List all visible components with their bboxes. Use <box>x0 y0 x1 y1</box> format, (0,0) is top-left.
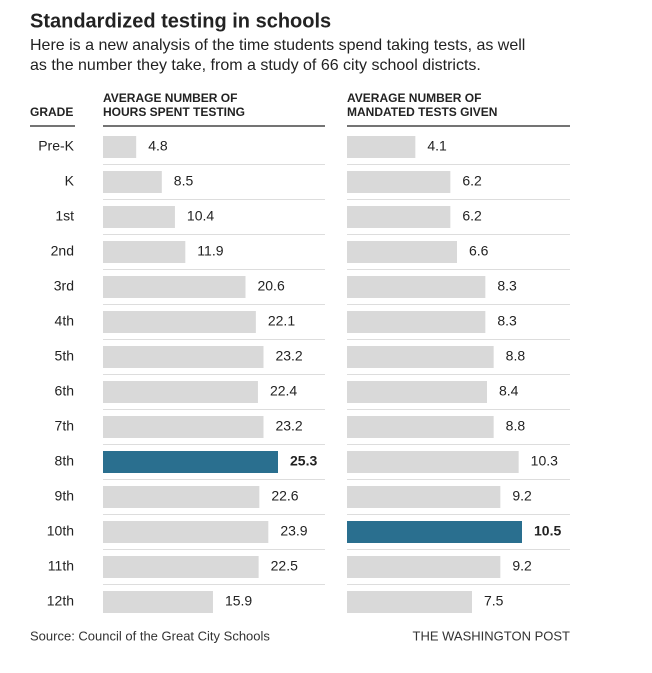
category-label: K <box>65 173 75 189</box>
category-label: 4th <box>55 313 74 329</box>
bar <box>103 591 213 613</box>
value-label: 15.9 <box>225 593 252 609</box>
bar <box>347 451 519 473</box>
bar <box>347 416 494 438</box>
bar <box>103 346 264 368</box>
credit: THE WASHINGTON POST <box>413 628 571 643</box>
bar <box>103 381 258 403</box>
category-label: 6th <box>55 383 74 399</box>
value-label: 8.3 <box>497 313 517 329</box>
value-label: 9.2 <box>512 558 532 574</box>
value-label: 8.4 <box>499 383 519 399</box>
category-label: 7th <box>55 418 74 434</box>
bar <box>103 556 259 578</box>
bar <box>103 311 256 333</box>
value-label: 22.4 <box>270 383 297 399</box>
category-label: 3rd <box>54 278 74 294</box>
source: Source: Council of the Great City School… <box>30 628 270 643</box>
value-label: 8.8 <box>506 418 526 434</box>
chart-title: Standardized testing in schools <box>30 10 331 32</box>
panel-header: AVERAGE NUMBER OF <box>347 91 481 105</box>
bar <box>103 416 264 438</box>
bar <box>103 241 186 263</box>
category-label: Pre-K <box>38 138 74 154</box>
value-label: 20.6 <box>257 278 284 294</box>
category-label: 11th <box>48 558 74 574</box>
bar <box>347 486 501 508</box>
value-label: 6.2 <box>462 208 482 224</box>
bar <box>347 136 416 158</box>
value-label: 8.5 <box>174 173 194 189</box>
value-label: 8.3 <box>497 278 517 294</box>
bar <box>347 521 522 543</box>
panel-header: HOURS SPENT TESTING <box>103 105 245 119</box>
value-label: 10.5 <box>534 523 561 539</box>
category-label: 12th <box>47 593 74 609</box>
subtitle: Here is a new analysis of the time stude… <box>30 37 525 54</box>
bar <box>103 451 278 473</box>
category-label: 2nd <box>51 243 74 259</box>
bar <box>103 276 246 298</box>
subtitle: as the number they take, from a study of… <box>30 57 481 74</box>
bar <box>347 171 451 193</box>
value-label: 8.8 <box>506 348 526 364</box>
value-label: 22.1 <box>268 313 295 329</box>
bar <box>103 171 162 193</box>
value-label: 23.9 <box>280 523 307 539</box>
bar <box>103 136 137 158</box>
value-label: 23.2 <box>275 348 302 364</box>
category-label: 8th <box>55 453 74 469</box>
bar <box>347 346 494 368</box>
category-label: 10th <box>47 523 74 539</box>
bar <box>347 311 486 333</box>
value-label: 25.3 <box>290 453 317 469</box>
value-label: 10.4 <box>187 208 214 224</box>
value-label: 9.2 <box>512 488 532 504</box>
value-label: 4.1 <box>427 138 447 154</box>
category-label: 5th <box>55 348 74 364</box>
value-label: 4.8 <box>148 138 168 154</box>
panel-header: MANDATED TESTS GIVEN <box>347 105 497 119</box>
bar <box>347 556 501 578</box>
bar <box>103 486 260 508</box>
value-label: 22.6 <box>271 488 298 504</box>
bar <box>103 206 175 228</box>
bar <box>347 276 486 298</box>
panel-header: AVERAGE NUMBER OF <box>103 91 237 105</box>
value-label: 23.2 <box>275 418 302 434</box>
category-label: 1st <box>55 208 74 224</box>
value-label: 6.6 <box>469 243 489 259</box>
category-header: GRADE <box>30 105 73 119</box>
category-label: 9th <box>55 488 74 504</box>
value-label: 10.3 <box>531 453 558 469</box>
value-label: 22.5 <box>271 558 298 574</box>
value-label: 6.2 <box>462 173 482 189</box>
value-label: 7.5 <box>484 593 504 609</box>
bar <box>347 591 472 613</box>
bar <box>347 206 451 228</box>
bar <box>347 241 457 263</box>
bar <box>103 521 269 543</box>
value-label: 11.9 <box>197 243 223 259</box>
bar <box>347 381 487 403</box>
